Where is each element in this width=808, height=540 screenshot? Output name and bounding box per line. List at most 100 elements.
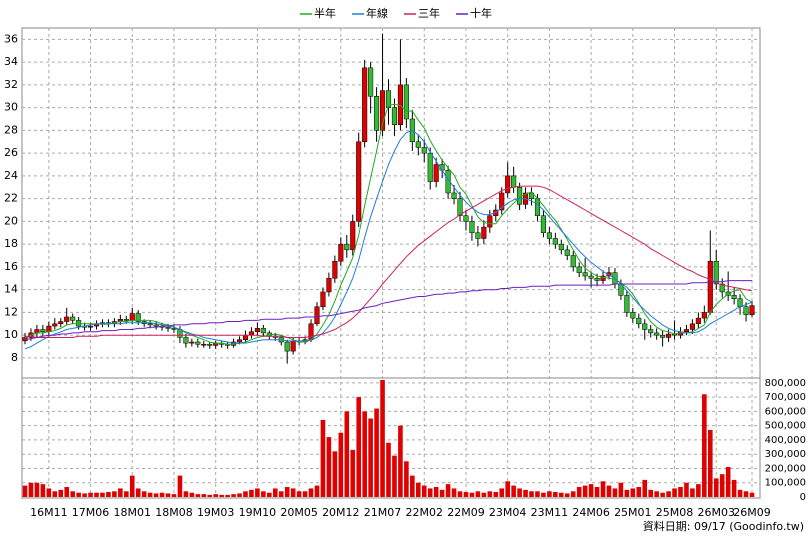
x-tick-label: 25M01: [614, 506, 652, 519]
candle-body: [475, 232, 481, 239]
volume-bar: [147, 492, 153, 497]
volume-bar: [106, 492, 111, 497]
volume-bar: [82, 493, 87, 497]
candle-body: [564, 249, 570, 256]
x-tick-label: 23M11: [531, 506, 569, 519]
candle-body: [606, 272, 612, 277]
y-tick-label: 32: [4, 78, 18, 91]
candle-body: [624, 295, 630, 313]
candle-body: [368, 67, 374, 97]
candle-body: [719, 283, 725, 293]
candle-body: [648, 329, 654, 334]
x-tick-label: 26M03: [697, 506, 735, 519]
volume-tick-label: 0: [800, 492, 806, 503]
candle-body: [58, 321, 64, 325]
volume-bar: [612, 488, 618, 497]
candle-body: [511, 175, 517, 188]
candle-body: [338, 243, 344, 262]
moving-average-line: [25, 185, 753, 338]
volume-bar: [40, 484, 46, 497]
volume-bar: [338, 432, 344, 497]
volume-bar: [559, 492, 564, 497]
candle-body: [457, 198, 463, 216]
volume-bar: [690, 488, 695, 497]
candle-body: [326, 278, 332, 293]
candle-body: [195, 341, 201, 345]
volume-bar: [582, 485, 588, 497]
volume-bar: [189, 492, 195, 497]
volume-bar: [88, 492, 93, 497]
candle-body: [76, 320, 82, 327]
legend-label: 三年: [418, 6, 440, 20]
volume-bar: [600, 481, 606, 497]
volume-bar: [475, 491, 481, 497]
volume-bar: [439, 489, 445, 497]
volume-bar: [52, 491, 58, 497]
volume-bar: [237, 493, 242, 497]
x-tick-label: 18M08: [155, 506, 193, 519]
volume-bar: [666, 491, 671, 497]
candle-body: [153, 324, 159, 327]
volume-bar: [284, 487, 290, 497]
volume-bar: [153, 493, 159, 497]
candle-body: [594, 278, 600, 281]
volume-bar: [707, 429, 713, 497]
candle-body: [34, 329, 40, 334]
candle-body: [385, 90, 392, 108]
volume-bar: [28, 482, 34, 497]
candle-body: [528, 192, 535, 199]
y-tick-label: 30: [4, 101, 18, 114]
volume-bar: [684, 482, 689, 497]
volume-bar: [427, 488, 433, 497]
candle-body: [379, 90, 386, 131]
candle-body: [451, 192, 457, 199]
volume-bar: [350, 449, 356, 497]
candle-body: [189, 341, 195, 344]
volume-bar: [129, 475, 135, 497]
volume-bar: [64, 487, 70, 497]
volume-bar: [225, 494, 230, 497]
volume-bar: [499, 488, 505, 497]
candle-body: [183, 337, 189, 344]
candle-body: [308, 323, 314, 340]
volume-bar: [672, 488, 677, 497]
candle-body: [546, 232, 552, 239]
candle-body: [147, 323, 153, 326]
y-tick-label: 14: [4, 283, 18, 296]
candle-body: [64, 316, 70, 322]
moving-average-line: [24, 280, 752, 341]
volume-bar: [201, 494, 207, 497]
candle-body: [427, 152, 433, 182]
y-tick-label: 12: [4, 305, 18, 318]
legend-label: 十年: [470, 6, 492, 20]
volume-bar: [433, 487, 439, 497]
moving-average-line: [24, 129, 753, 350]
volume-bar: [529, 491, 534, 497]
x-tick-label: 23M04: [489, 506, 527, 519]
volume-bar: [660, 492, 665, 497]
volume-bar: [451, 488, 457, 497]
candle-body: [743, 306, 749, 315]
candle-body: [52, 323, 58, 327]
volume-bar: [404, 461, 409, 497]
volume-bar: [457, 491, 463, 497]
volume-bar: [261, 491, 266, 497]
volume-bar: [100, 492, 105, 497]
candle-body: [695, 317, 701, 325]
volume-bar: [368, 418, 373, 497]
y-tick-label: 36: [4, 32, 18, 45]
candle-body: [374, 96, 380, 131]
candle-body: [660, 334, 666, 338]
volume-bar: [654, 491, 659, 497]
candle-body: [666, 333, 672, 338]
volume-bar: [553, 492, 558, 497]
candle-body: [171, 328, 177, 330]
volume-bar: [249, 489, 254, 497]
y-tick-label: 8: [11, 351, 18, 364]
volume-bar: [231, 494, 236, 497]
y-tick-label: 28: [4, 123, 18, 136]
volume-bar: [207, 494, 213, 497]
x-tick-label: 25M08: [656, 506, 694, 519]
volume-bar: [296, 491, 302, 497]
